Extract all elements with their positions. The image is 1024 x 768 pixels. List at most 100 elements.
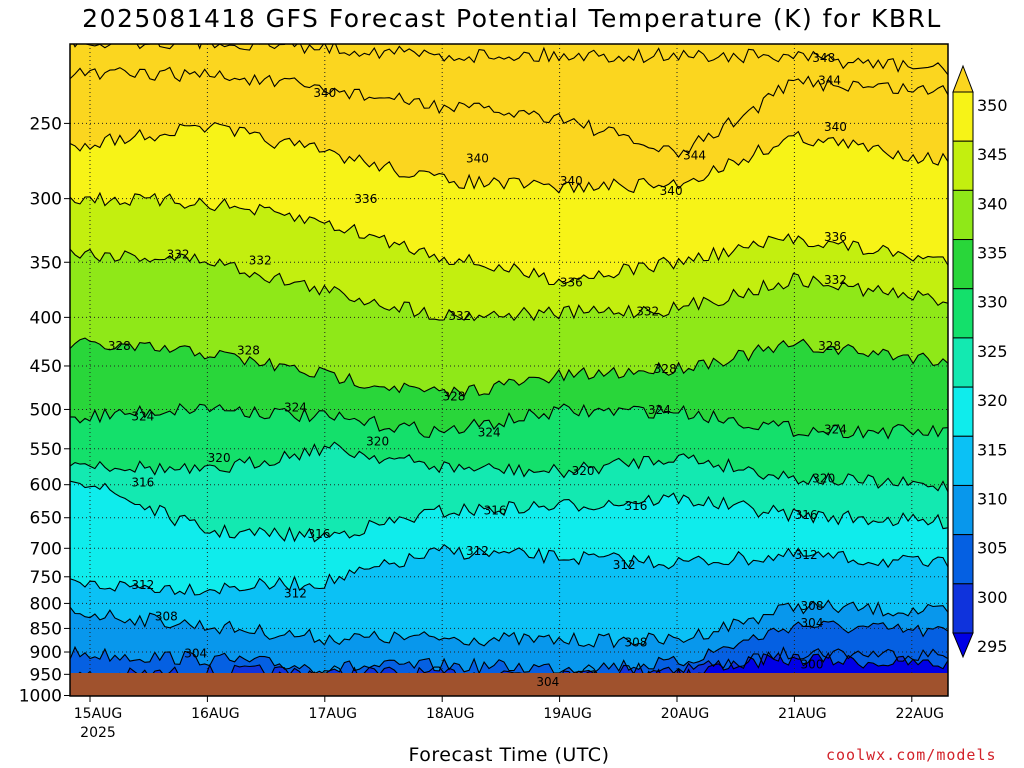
x-tick-label: 18AUG [426,706,475,722]
contour-label: 320 [208,451,231,465]
y-tick-label: 1000 [19,687,62,707]
contour-label: 344 [818,73,841,87]
y-tick-label: 850 [30,619,62,639]
contour-label: 304 [184,646,207,660]
contour-label: 340 [660,184,683,198]
y-axis: 250 300 350 400 450 500 550 600 650 700 750 800 850 9… [19,114,70,707]
colorbar-label: 335 [977,244,1008,263]
y-tick-label: 900 [30,643,62,663]
contour-label: 340 [560,174,583,188]
y-tick-label: 650 [30,509,62,529]
contour-304 [70,620,948,676]
contour-label: 324 [824,422,847,436]
contour-label: 316 [484,504,507,518]
contour-316 [70,480,948,543]
contour-344 [70,66,948,159]
colorbar-label: 295 [977,637,1008,656]
colorbar-label: 330 [977,293,1008,312]
contour-label: 340 [466,152,489,166]
colorbar-bottom-arrow [952,632,974,659]
y-tick-label: 750 [30,568,62,588]
y-tick-label: 950 [30,665,62,685]
contour-label: 344 [683,149,706,163]
contour-label: 308 [801,599,824,613]
contour-label: 312 [466,544,489,558]
contour-324 [70,402,948,440]
colorbar-legend: 350 345 340 335 330 325 320 315 310 305 300 295 [952,64,1008,659]
credit-text: coolwx.com/models [826,746,997,764]
contour-336 [70,191,948,286]
chart-title: 2025081418 GFS Forecast Potential Temper… [82,4,942,33]
contour-label: 316 [307,527,330,541]
colorbar-swatch [952,386,974,437]
colorbar-label: 345 [977,145,1008,164]
band-344 [70,44,948,158]
x-tick-label: 22AUG [896,706,945,722]
y-tick-label: 400 [30,308,62,328]
contour-label: 324 [648,403,671,417]
contour-label: 304 [536,675,559,689]
x-axis: 15AUG 2025 16AUG 17AUG 18AUG 19AUG 20AUG 21AUG 2… [74,696,944,741]
colorbar-label: 310 [977,489,1008,508]
y-tick-label: 250 [30,114,62,134]
contour-label: 336 [824,230,847,244]
contour-label: 308 [155,610,178,624]
contour-label: 312 [284,586,307,600]
colorbar-label: 300 [977,588,1008,607]
y-tick-label: 500 [30,400,62,420]
x-tick-year: 2025 [80,725,116,741]
contour-320 [70,441,948,493]
contour-label: 336 [354,192,377,206]
contour-332 [70,248,948,322]
contour-label: 316 [624,499,647,513]
terrain-band [70,673,948,696]
contour-label: 328 [818,339,841,353]
colorbar-swatch [952,435,974,486]
contour-label: 320 [366,435,389,449]
contour-label: 312 [131,578,154,592]
contour-label: 328 [654,362,677,376]
y-tick-label: 350 [30,253,62,273]
colorbar-label: 305 [977,539,1008,558]
colorbar-swatch [952,288,974,339]
colorbar-label: 315 [977,440,1008,459]
contour-328 [70,337,948,398]
x-tick-label: 21AUG [778,706,827,722]
y-tick-label: 800 [30,594,62,614]
contour-labels: 348 344 340 344 340 340 340 340 336 336 332 332 336 3… [108,51,847,689]
colorbar-swatch [952,484,974,536]
grid-lines [70,44,948,696]
contour-348 [72,44,948,76]
plot-frame [69,43,949,697]
contour-label: 348 [812,51,835,65]
colorbar-label: 350 [977,96,1008,115]
heatmap-fills [70,44,948,696]
y-tick-label: 300 [30,190,62,210]
colorbar-swatch [952,239,974,290]
x-tick-label: 17AUG [309,706,358,722]
x-tick-label: 15AUG [74,706,123,722]
contour-label: 316 [795,508,818,522]
colorbar-label: 340 [977,194,1008,213]
contour-label: 304 [801,616,824,630]
contour-label: 312 [613,558,636,572]
contour-label: 328 [108,339,131,353]
contour-label: 332 [167,247,190,261]
colorbar-swatch [952,583,974,634]
colorbar-swatch [952,189,974,241]
contour-label: 312 [795,548,818,562]
band-348 [70,44,948,75]
contour-label: 320 [572,464,595,478]
contour-label: 336 [560,275,583,289]
contour-label: 332 [824,273,847,287]
colorbar-label: 325 [977,342,1008,361]
contour-label: 316 [131,475,154,489]
contour-label: 340 [824,120,847,134]
contour-label: 300 [801,658,824,672]
contour-label: 328 [237,344,260,358]
colorbar-top-arrow [952,64,974,93]
colorbar-swatch [952,91,974,142]
y-tick-label: 700 [30,539,62,559]
x-tick-label: 20AUG [661,706,710,722]
